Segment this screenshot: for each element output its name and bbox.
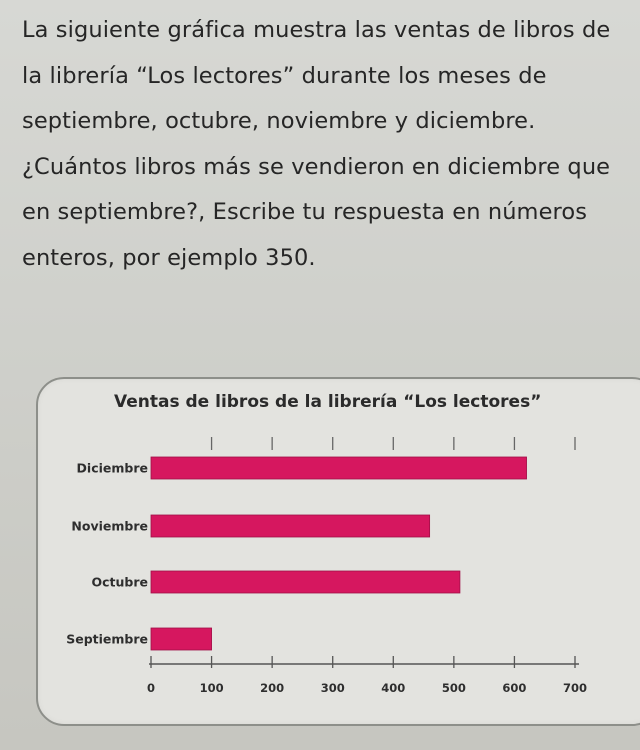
x-tick-label-400: 400: [381, 681, 405, 695]
category-label-diciembre: Diciembre: [77, 461, 148, 476]
bar-diciembre: [150, 456, 527, 480]
category-label-noviembre: Noviembre: [71, 519, 148, 534]
x-tick-label-200: 200: [260, 681, 284, 695]
bars: [150, 456, 527, 651]
x-tick-label-0: 0: [147, 681, 155, 695]
bar-noviembre: [150, 514, 431, 538]
x-tick-label-700: 700: [563, 681, 587, 695]
x-tick-label-600: 600: [502, 681, 526, 695]
x-tick-marks: [150, 656, 576, 668]
bar-septiembre: [150, 627, 212, 651]
chart-title: Ventas de libros de la librería “Los lec…: [114, 392, 542, 412]
x-tick-label-500: 500: [442, 681, 466, 695]
question-text: La siguiente gráfica muestra las ventas …: [22, 17, 611, 271]
category-label-septiembre: Septiembre: [66, 632, 148, 647]
x-tick-labels: 0 100 200 300 400 500 600 700: [147, 681, 587, 695]
x-tick-label-300: 300: [321, 681, 345, 695]
category-label-octubre: Octubre: [91, 575, 148, 590]
x-tick-label-100: 100: [200, 681, 224, 695]
bar-octubre: [150, 570, 461, 594]
top-tick-marks: [210, 437, 576, 450]
chart-card: [36, 377, 640, 726]
category-labels: Diciembre Noviembre Octubre Septiembre: [66, 461, 148, 647]
